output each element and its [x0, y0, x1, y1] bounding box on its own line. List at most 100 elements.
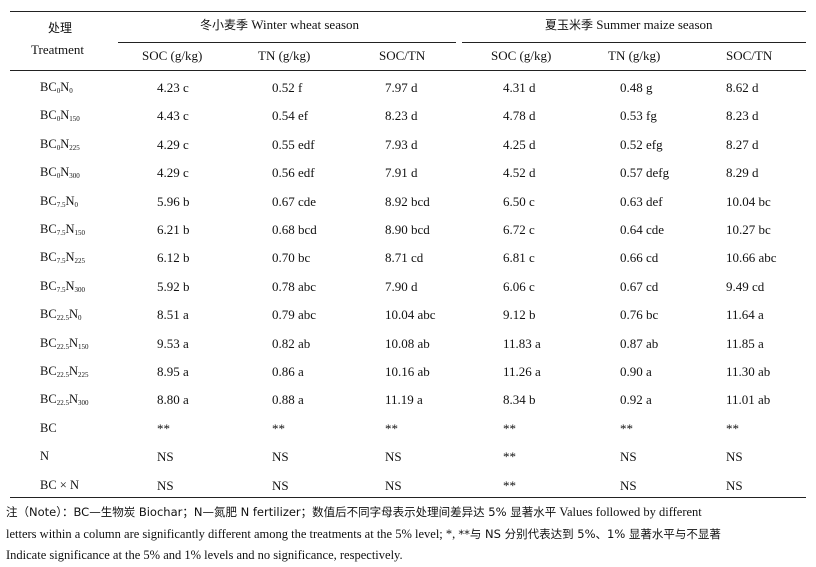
treatment-header-cn: 处理 [48, 21, 73, 35]
treatment-label: BC7.5N0 [40, 193, 78, 209]
effect-cell: NS [385, 449, 402, 465]
table-cell: 0.76 bc [620, 307, 659, 323]
table-cell: 0.64 cde [620, 222, 665, 237]
table-cell: 6.72 c [503, 222, 535, 237]
table-note: 注（Note）：BC—生物炭 Biochar；N—氮肥 N fertilizer… [6, 502, 812, 567]
table-cell: 6.21 b [157, 222, 190, 237]
table-cell: 0.78 abc [272, 278, 317, 294]
table-cell: 0.79 abc [272, 307, 317, 323]
treatment-label: BC22.5N225 [40, 364, 89, 379]
note-line-3: Indicate significance at the 5% and 1% l… [6, 548, 403, 562]
table-cell: 9.12 b [503, 307, 536, 323]
table-cell: 9.49 cd [726, 278, 765, 294]
effect-cell: NS [726, 449, 743, 465]
col-header-maize-soc: SOC (g/kg) [491, 48, 552, 63]
table-cell: 4.78 d [503, 108, 536, 124]
treatment-label: BC7.5N225 [40, 250, 85, 266]
maize-season-en: Summer maize season [596, 17, 713, 32]
treatment-label: BC7.5N300 [40, 278, 85, 294]
effect-cell: ** [503, 477, 516, 493]
table-cell: 11.64 a [726, 307, 764, 323]
table-cell: 9.53 a [157, 335, 189, 351]
table-cell: 8.34 b [503, 392, 536, 408]
table-cell: 0.55 edf [272, 136, 315, 152]
col-header-wheat-soc: SOC (g/kg) [142, 48, 203, 63]
effect-cell: NS [620, 449, 637, 465]
table-cell: 0.87 ab [620, 335, 659, 351]
table-cell: 8.95 a [157, 364, 189, 379]
treatment-label: BC22.5N300 [40, 392, 89, 408]
table-cell: 10.04 abc [385, 307, 436, 323]
effect-cell: NS [726, 477, 743, 493]
table-bottom-rule [10, 497, 806, 499]
effect-cell: ** [157, 420, 170, 436]
col-header-wheat-tn: TN (g/kg) [258, 48, 311, 63]
table-cell: 11.19 a [385, 392, 423, 408]
table-cell: 11.85 a [726, 335, 764, 351]
effect-label: BC [40, 420, 57, 435]
table-cell: 8.51 a [157, 307, 189, 323]
table-top-rule [10, 11, 806, 13]
treatment-label: BC0N0 [40, 80, 73, 95]
table-cell: 4.25 d [503, 136, 536, 152]
table-cell: 11.30 ab [726, 364, 771, 379]
table-cell: 8.29 d [726, 165, 759, 181]
table-cell: 5.92 b [157, 278, 190, 294]
table-cell: 0.56 edf [272, 165, 315, 181]
table-cell: 10.66 abc [726, 250, 777, 266]
table-cell: 0.70 bc [272, 250, 311, 266]
effect-cell: ** [503, 420, 516, 436]
table-cell: 0.88 a [272, 392, 304, 408]
table-cell: 11.01 ab [726, 392, 771, 408]
table-cell: 4.29 c [157, 136, 189, 152]
table-cell: 8.71 cd [385, 250, 424, 266]
table-cell: 4.52 d [503, 165, 536, 181]
effect-cell: ** [385, 420, 398, 436]
table-cell: 0.82 ab [272, 335, 311, 351]
table-cell: 0.67 cd [620, 278, 659, 294]
effect-cell: NS [157, 477, 174, 493]
effect-cell: ** [272, 420, 285, 436]
note-line-1: 注（Note）：BC—生物炭 Biochar；N—氮肥 N fertilizer… [6, 505, 702, 519]
table-cell: 0.66 cd [620, 250, 659, 266]
column-header-rule [10, 70, 806, 71]
table-cell: 6.12 b [157, 250, 190, 266]
table-cell: 7.91 d [385, 165, 418, 181]
table-cell: 0.68 bcd [272, 222, 317, 237]
table-cell: 5.96 b [157, 193, 190, 209]
table-cell: 4.31 d [503, 80, 536, 95]
effect-cell: ** [726, 420, 739, 436]
effect-label: N [40, 449, 50, 464]
treatment-label: BC22.5N0 [40, 307, 82, 323]
treatment-label: BC7.5N150 [40, 222, 85, 237]
table-cell: 0.48 g [620, 80, 653, 95]
treatment-label: BC22.5N150 [40, 335, 89, 351]
table-cell: 0.53 fg [620, 108, 657, 124]
effect-cell: NS [620, 477, 637, 493]
effect-label: BC × N [40, 477, 80, 492]
maize-season-cn: 夏玉米季 [545, 18, 594, 32]
table-cell: 0.92 a [620, 392, 652, 408]
table-cell: 6.50 c [503, 193, 535, 209]
maize-season-header: 夏玉米季 Summer maize season [545, 17, 713, 33]
table-cell: 7.90 d [385, 278, 418, 294]
table-cell: 7.97 d [385, 80, 418, 95]
treatment-header-en: Treatment [31, 42, 84, 57]
table-cell: 6.06 c [503, 278, 535, 294]
table-cell: 8.27 d [726, 136, 759, 152]
table-cell: 4.43 c [157, 108, 189, 124]
table-cell: 0.52 efg [620, 136, 663, 152]
table-cell: 0.63 def [620, 193, 663, 209]
table-cell: 8.23 d [726, 108, 759, 124]
table-cell: 0.54 ef [272, 108, 309, 124]
effect-cell: NS [272, 449, 289, 465]
table-cell: 4.29 c [157, 165, 189, 181]
effect-cell: ** [620, 420, 633, 436]
effect-cell: NS [157, 449, 174, 465]
treatment-label: BC0N150 [40, 108, 80, 124]
wheat-group-rule [118, 42, 456, 43]
table-cell: 10.04 bc [726, 193, 771, 209]
effect-cell: NS [272, 477, 289, 493]
wheat-season-header: 冬小麦季 Winter wheat season [200, 17, 359, 33]
table-cell: 8.62 d [726, 80, 759, 95]
